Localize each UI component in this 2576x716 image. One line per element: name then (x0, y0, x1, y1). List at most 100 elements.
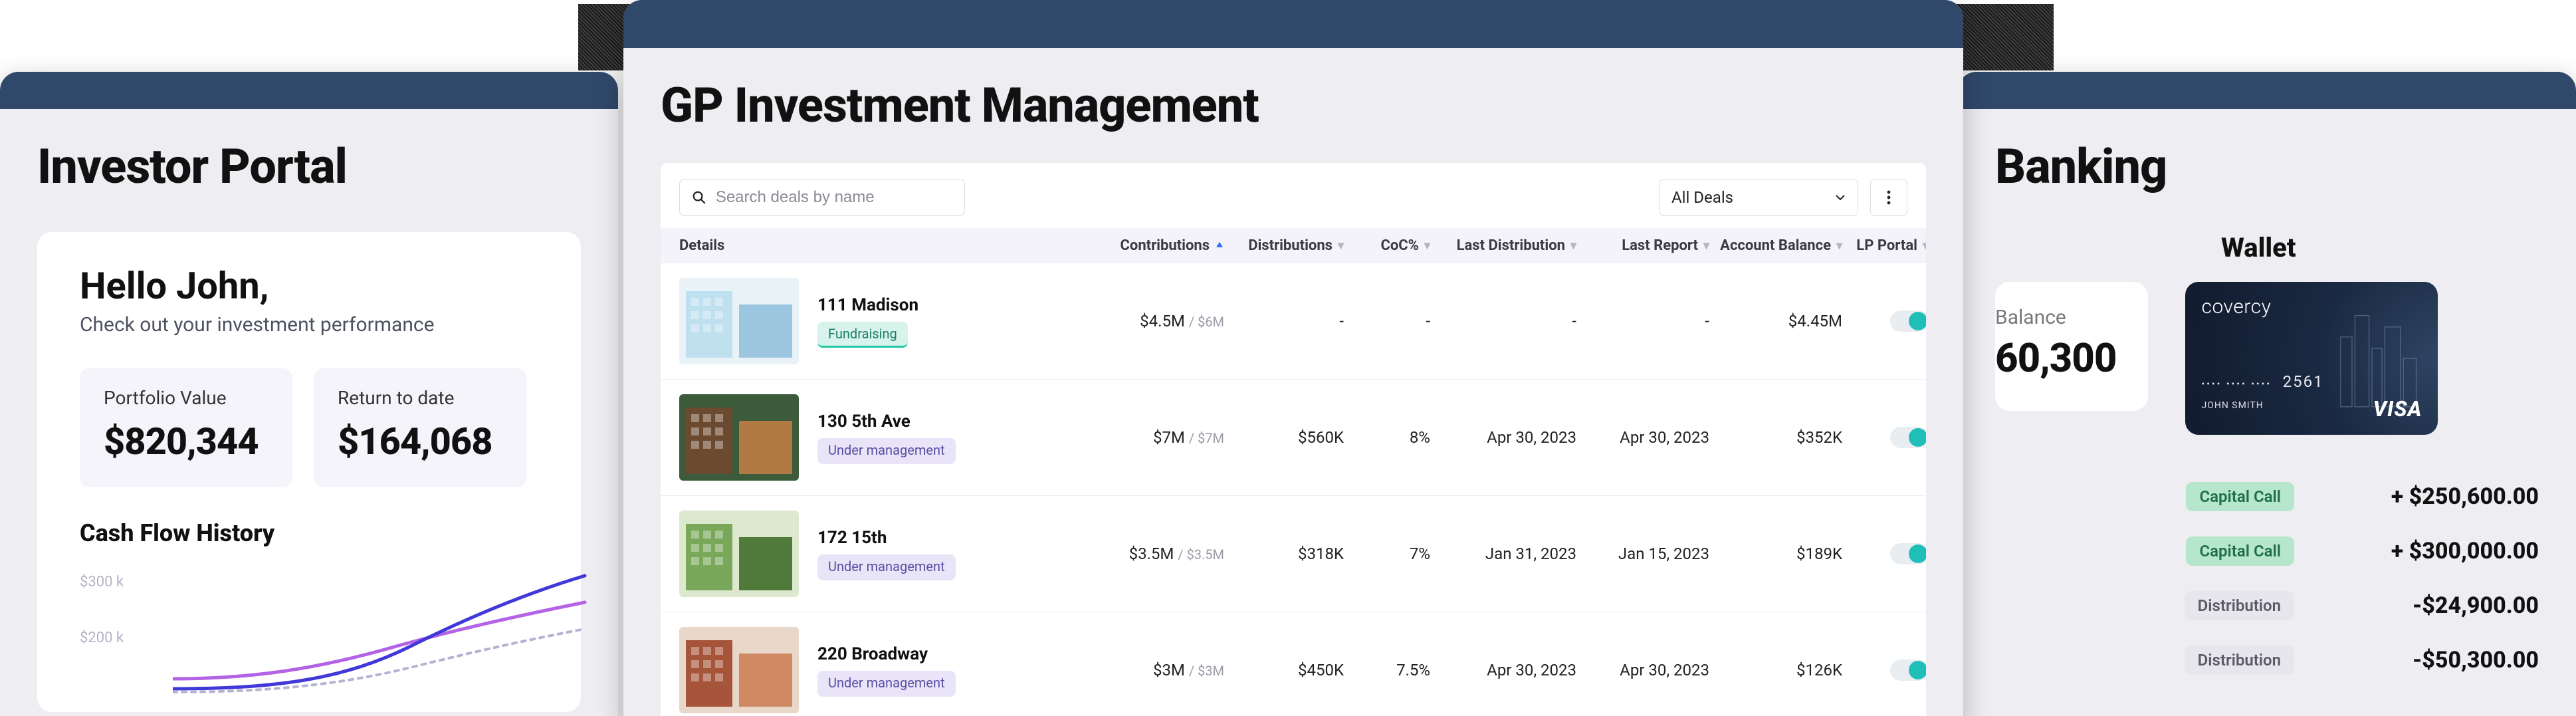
cell-lp-toggle (1842, 659, 1926, 681)
transaction-type-pill: Distribution (2185, 591, 2294, 620)
investor-portal-title: Investor Portal (37, 138, 581, 195)
cell-distributions: $560K (1224, 428, 1344, 447)
cashflow-chart: $300 k $200 k (80, 566, 538, 712)
transaction-row[interactable]: Capital Call+ $250,600.00 (1995, 469, 2539, 524)
toolbar-more-button[interactable] (1870, 179, 1907, 216)
cell-last-distribution: - (1430, 312, 1576, 330)
col-distributions[interactable]: Distributions▾ (1224, 237, 1344, 254)
chart-ytick: $200 k (80, 630, 124, 646)
cashflow-svg (173, 566, 598, 699)
deal-row[interactable]: 130 5th Ave Under management $7M / $7M $… (661, 379, 1926, 495)
search-input[interactable] (716, 188, 952, 207)
card-masked-digits: •••• •••• •••• 2561 (2201, 372, 2323, 391)
panel-topbar (623, 0, 1963, 48)
panel-topbar (0, 72, 618, 109)
deal-row[interactable]: 111 Madison Fundraising $4.5M / $6M - - … (661, 263, 1926, 379)
card-holder: JOHN SMITH (2201, 400, 2263, 411)
stat-box: Return to date$164,068 (314, 368, 526, 487)
stat-box: Portfolio Value $820,344 (80, 368, 292, 487)
panel-topbar (1958, 72, 2576, 109)
transaction-amount: -$24,900.00 (2326, 592, 2539, 619)
lp-portal-toggle[interactable] (1890, 543, 1926, 564)
deal-name: 111 Madison (817, 295, 918, 315)
cell-balance: $4.45M (1709, 312, 1842, 330)
deal-thumbnail (679, 278, 799, 364)
lp-portal-toggle[interactable] (1890, 659, 1926, 681)
col-details[interactable]: Details (679, 237, 1091, 254)
deal-status-badge: Under management (817, 438, 956, 464)
transaction-amount: -$50,300.00 (2326, 647, 2539, 673)
lp-portal-toggle[interactable] (1890, 310, 1926, 332)
gp-management-panel: GP Investment Management All Deals (623, 0, 1963, 716)
col-last-report[interactable]: Last Report▾ (1576, 237, 1709, 254)
table-header: Details Contributions Distributions▾ CoC… (661, 228, 1926, 263)
lp-portal-toggle[interactable] (1890, 427, 1926, 448)
transaction-row[interactable]: Distribution -$24,900.00 (1995, 578, 2539, 633)
deal-status-badge: Under management (817, 671, 956, 697)
cell-balance: $126K (1709, 661, 1842, 679)
deal-name: 172 15th (817, 528, 956, 548)
sort-asc-icon (1215, 241, 1224, 250)
deals-toolbar: All Deals (661, 163, 1926, 228)
cell-contributions: $7M / $7M (1091, 428, 1224, 447)
col-contributions[interactable]: Contributions (1091, 237, 1224, 254)
cell-last-distribution: Apr 30, 2023 (1430, 661, 1576, 679)
wallet-title: Wallet (2221, 232, 2539, 263)
deal-row[interactable]: 220 Broadway Under management $3M / $3M … (661, 612, 1926, 716)
banking-title: Banking (1995, 138, 2539, 195)
investor-portal-panel: Investor Portal Hello John, Check out yo… (0, 72, 618, 716)
card-mask: •••• •••• •••• (2201, 379, 2272, 390)
cell-lp-toggle (1842, 427, 1926, 448)
cell-last-report: Jan 15, 2023 (1576, 544, 1709, 563)
stat-label: Portfolio Value (104, 387, 268, 409)
cell-distributions: $318K (1224, 544, 1344, 563)
investor-card: Hello John, Check out your investment pe… (37, 232, 581, 712)
transaction-row[interactable]: Distribution-$50,300.00 (1995, 633, 2539, 687)
col-lp-portal[interactable]: LP Portal▾ (1842, 237, 1926, 254)
cell-contributions: $4.5M / $6M (1091, 312, 1224, 330)
stat-label: Return to date (338, 387, 502, 409)
chart-ytick: $300 k (80, 574, 124, 590)
gp-title: GP Investment Management (661, 77, 1926, 134)
debit-card[interactable]: covercy •••• •••• •••• 2561 JOHN SMITH V… (2185, 282, 2438, 435)
cell-lp-toggle (1842, 543, 1926, 564)
greeting-subtitle: Check out your investment performance (80, 313, 538, 336)
filter-label: All Deals (1671, 188, 1733, 207)
cell-contributions: $3.5M / $3.5M (1091, 544, 1224, 563)
cell-balance: $189K (1709, 544, 1842, 563)
col-last-distribution[interactable]: Last Distribution▾ (1430, 237, 1576, 254)
cashflow-title: Cash Flow History (80, 519, 538, 547)
cell-last-distribution: Apr 30, 2023 (1430, 428, 1576, 447)
banking-panel: Banking Wallet Balance 60,300 covercy (1958, 72, 2576, 716)
deal-thumbnail (679, 394, 799, 481)
transaction-amount: + $300,000.00 (2326, 538, 2539, 564)
balance-box: Balance 60,300 (1995, 282, 2148, 411)
greeting-suffix: , (260, 264, 269, 308)
cell-lp-toggle (1842, 310, 1926, 332)
card-last4: 2561 (2283, 372, 2324, 391)
deal-status-badge: Fundraising (817, 322, 908, 348)
col-account-balance[interactable]: Account Balance▾ (1709, 237, 1842, 254)
search-input-wrapper[interactable] (679, 179, 965, 216)
balance-value: 60,300 (1995, 334, 2116, 382)
col-coc[interactable]: CoC%▾ (1344, 237, 1430, 254)
deals-filter-select[interactable]: All Deals (1659, 179, 1858, 216)
transaction-type-pill: Capital Call (2186, 482, 2294, 511)
deals-card: All Deals Details Contributions (661, 163, 1926, 716)
stat-value: $820,344 (104, 419, 268, 463)
cell-balance: $352K (1709, 428, 1842, 447)
deal-name: 220 Broadway (817, 644, 956, 664)
cell-contributions: $3M / $3M (1091, 661, 1224, 679)
cell-distributions: $450K (1224, 661, 1344, 679)
card-network: VISA (2373, 396, 2422, 421)
balance-label: Balance (1995, 306, 2116, 329)
search-icon (692, 189, 706, 205)
cell-last-report: Apr 30, 2023 (1576, 661, 1709, 679)
transaction-row[interactable]: Capital Call+ $300,000.00 (1995, 524, 2539, 578)
cell-coc: 8% (1344, 428, 1430, 447)
cell-coc: 7% (1344, 544, 1430, 563)
card-skyline-icon (2335, 308, 2428, 408)
cell-distributions: - (1224, 312, 1344, 330)
deal-row[interactable]: 172 15th Under management $3.5M / $3.5M … (661, 495, 1926, 612)
cell-last-report: - (1576, 312, 1709, 330)
